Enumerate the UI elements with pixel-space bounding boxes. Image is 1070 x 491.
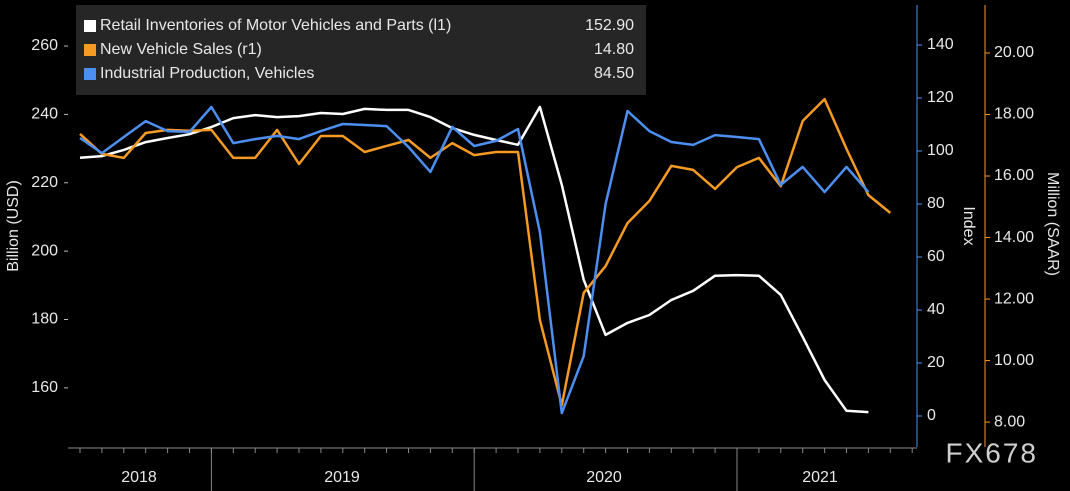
y2-tick-label: 80 bbox=[927, 195, 945, 212]
y3-tick-label: 10.00 bbox=[994, 352, 1034, 369]
y3-tick-label: 20.00 bbox=[994, 44, 1034, 61]
y-tick-label: 260 bbox=[31, 37, 58, 54]
y3-tick-label: 12.00 bbox=[994, 290, 1034, 307]
legend-value: 152.90 bbox=[585, 17, 634, 34]
series-line bbox=[79, 97, 892, 407]
y2-tick-label: 20 bbox=[927, 354, 945, 371]
y3-tick-label: 18.00 bbox=[994, 106, 1034, 123]
y-tick-label: 220 bbox=[31, 174, 58, 191]
y2-tick-label: 100 bbox=[927, 142, 954, 159]
y2-tick-label: 60 bbox=[927, 248, 945, 265]
x-tick-label: 2018 bbox=[121, 469, 157, 486]
legend-swatch bbox=[84, 44, 96, 56]
x-tick-label: 2021 bbox=[802, 469, 838, 486]
y3-tick-label: 8.00 bbox=[994, 413, 1025, 430]
y-tick-label: 240 bbox=[31, 106, 58, 123]
series-line bbox=[79, 105, 870, 415]
legend-value: 14.80 bbox=[594, 41, 634, 58]
watermark: FX678 bbox=[946, 437, 1039, 468]
legend-box bbox=[76, 5, 646, 95]
y2-tick-label: 140 bbox=[927, 36, 954, 53]
x-tick-label: 2019 bbox=[324, 469, 360, 486]
y3-tick-label: 14.00 bbox=[994, 229, 1034, 246]
legend-label: Retail Inventories of Motor Vehicles and… bbox=[100, 17, 451, 34]
y-tick-label: 160 bbox=[31, 379, 58, 396]
series-line bbox=[79, 105, 869, 414]
legend-label: Industrial Production, Vehicles bbox=[100, 65, 314, 82]
y-tick-label: 180 bbox=[31, 311, 58, 328]
y-axis-label: Billion (USD) bbox=[5, 180, 22, 272]
y2-axis-label: Index bbox=[960, 206, 977, 245]
y2-tick-label: 120 bbox=[927, 89, 954, 106]
legend-value: 84.50 bbox=[594, 65, 634, 82]
legend-label: New Vehicle Sales (r1) bbox=[100, 41, 262, 58]
y2-tick-label: 40 bbox=[927, 301, 945, 318]
y3-axis-label: Million (SAAR) bbox=[1044, 172, 1061, 276]
x-tick-label: 2020 bbox=[586, 469, 622, 486]
y2-tick-label: 0 bbox=[927, 407, 936, 424]
y-tick-label: 200 bbox=[31, 242, 58, 259]
y3-tick-label: 16.00 bbox=[994, 167, 1034, 184]
legend-swatch bbox=[84, 68, 96, 80]
legend-swatch bbox=[84, 20, 96, 32]
